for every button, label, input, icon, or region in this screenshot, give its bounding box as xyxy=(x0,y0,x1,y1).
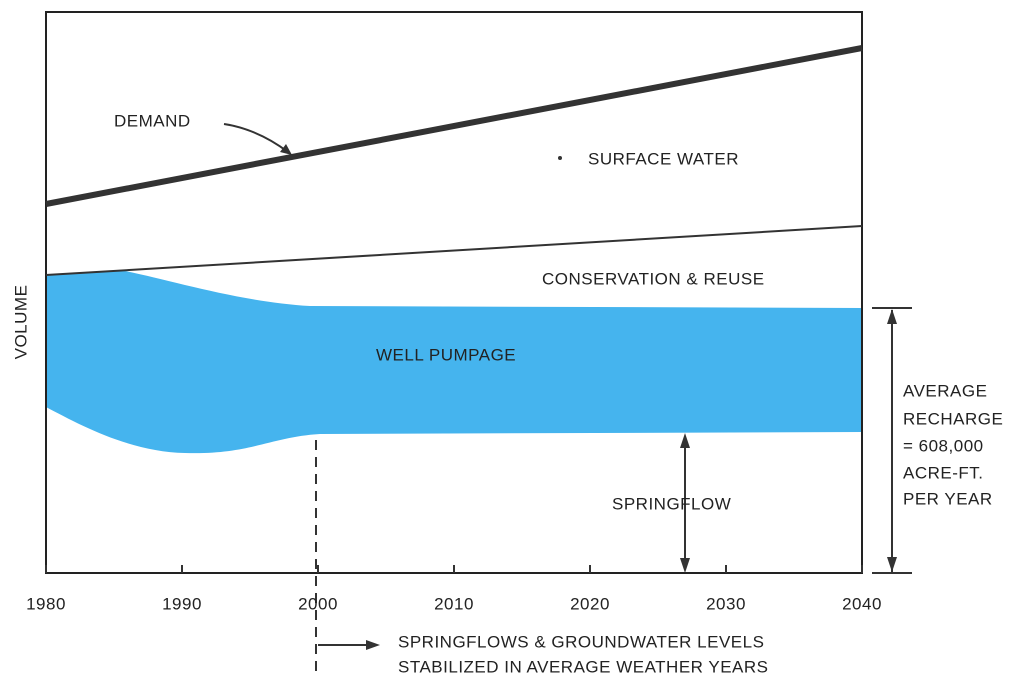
y-axis-label: VOLUME xyxy=(11,285,30,360)
arrowhead xyxy=(280,144,292,155)
annotation: ACRE-FT. xyxy=(903,463,984,482)
x-tick-label: 2030 xyxy=(706,594,746,613)
annotation: SURFACE WATER xyxy=(588,149,739,168)
annotation: RECHARGE xyxy=(903,409,1003,428)
annotation: PER YEAR xyxy=(903,489,993,508)
x-tick-label: 2010 xyxy=(434,594,474,613)
annotation: SPRINGFLOW xyxy=(612,494,731,513)
demand-line xyxy=(45,45,863,207)
note: STABILIZED IN AVERAGE WEATHER YEARS xyxy=(398,657,769,676)
x-tick-label: 2020 xyxy=(570,594,610,613)
x-tick-label: 1990 xyxy=(162,594,202,613)
annotation: WELL PUMPAGE xyxy=(376,345,516,364)
well-pumpage-area xyxy=(46,271,862,454)
annotation: CONSERVATION & REUSE xyxy=(542,269,765,288)
demand-pointer xyxy=(223,123,289,153)
x-tick-label: 1980 xyxy=(26,594,66,613)
annotation: AVERAGE xyxy=(903,381,987,400)
arrowhead xyxy=(366,640,380,650)
note: SPRINGFLOWS & GROUNDWATER LEVELS xyxy=(398,632,764,651)
annotation: DEMAND xyxy=(114,111,191,130)
x-tick-label: 2040 xyxy=(842,594,882,613)
x-tick-label: 2000 xyxy=(298,594,338,613)
dot xyxy=(558,156,562,160)
arrowhead xyxy=(680,433,690,573)
annotation: = 608,000 xyxy=(903,436,984,455)
conservation-line xyxy=(45,225,863,276)
